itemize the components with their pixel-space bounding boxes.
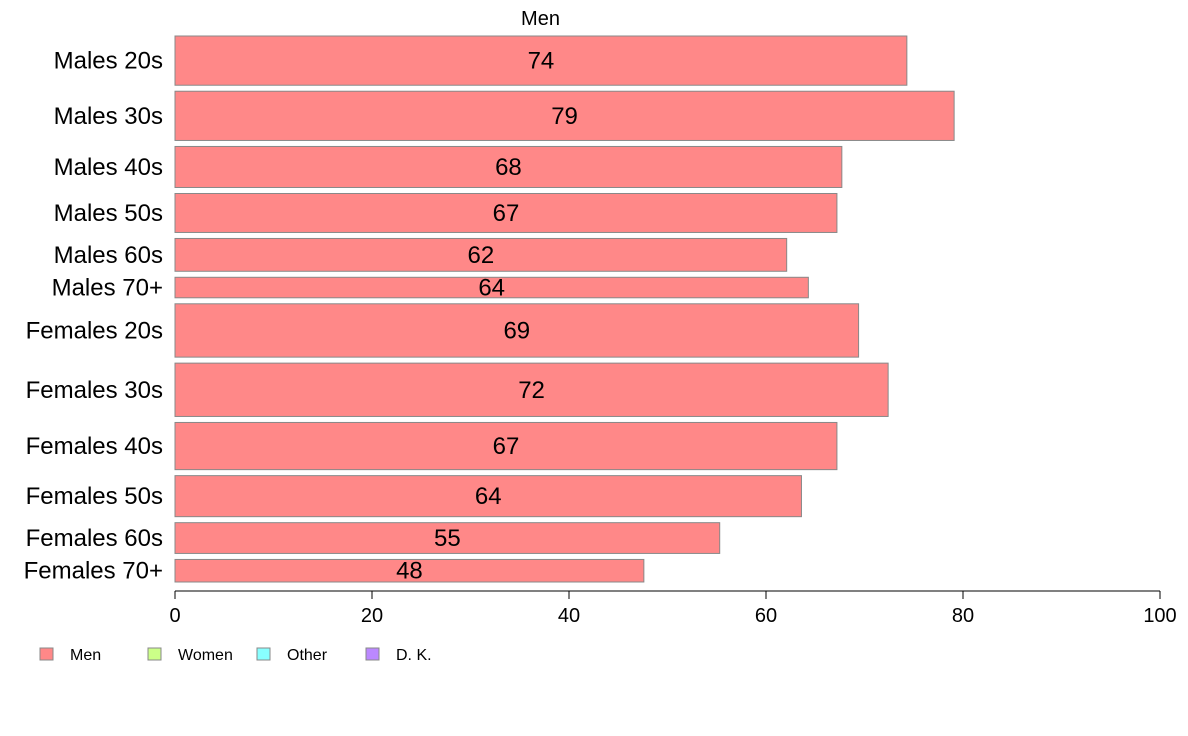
value-label: 79 [551,103,578,130]
category-label: Females 60s [26,525,163,552]
legend-label: Men [70,647,101,664]
category-label: Females 50s [26,483,163,510]
bar-males-40s [174,145,843,188]
legend-label: Women [178,647,233,664]
x-tick-label: 60 [755,605,777,627]
category-label: Males 20s [54,48,163,75]
bar-males-60s [174,237,788,272]
value-label: 64 [475,483,502,510]
value-label: 64 [478,275,505,302]
legend-swatch-d-k [365,647,380,661]
x-tick-label: 20 [361,605,383,627]
value-label: 72 [518,377,545,404]
legend-swatch-men [39,647,54,661]
x-axis: 0 20 40 60 80 100 [169,590,1177,627]
legend-label: Other [287,647,328,664]
category-label: Males 70+ [52,275,163,302]
x-tick-label: 0 [169,605,180,627]
category-label: Females 40s [26,433,163,460]
bars-layer: Males 20s 74 Males 30s 79 Males 40s 68 Males 5… [24,35,955,585]
bar-females-30s [174,362,889,417]
value-label: 67 [493,200,520,227]
legend-swatch-women [147,647,162,661]
legend-label: D. K. [396,647,432,664]
x-tick-label: 100 [1143,605,1176,627]
chart-title: Men [521,8,560,30]
category-label: Females 20s [26,317,163,344]
category-label: Males 50s [54,200,163,227]
category-label: Males 60s [54,242,163,269]
bar-males-50s [174,192,838,233]
value-label: 67 [493,433,520,460]
value-label: 68 [495,154,522,181]
value-label: 62 [467,242,494,269]
value-label: 48 [396,558,423,585]
bar-females-50s [174,475,802,518]
category-label: Males 40s [54,154,163,181]
bar-females-20s [174,303,860,358]
x-tick-label: 40 [558,605,580,627]
bar-females-40s [174,421,838,471]
category-label: Males 30s [54,103,163,130]
legend: Men Women Other D. K. [39,647,432,664]
x-tick-label: 80 [952,605,974,627]
value-label: 74 [528,48,555,75]
bar-females-60s [174,522,721,554]
value-label: 55 [434,525,461,552]
category-label: Females 70+ [24,558,163,585]
bar-males-20s [174,35,908,86]
bar-females-70plus [174,558,645,583]
value-label: 69 [503,317,530,344]
bar-males-70plus [174,276,809,299]
legend-swatch-other [256,647,271,661]
category-label: Females 30s [26,377,163,404]
bar-males-30s [174,90,955,141]
